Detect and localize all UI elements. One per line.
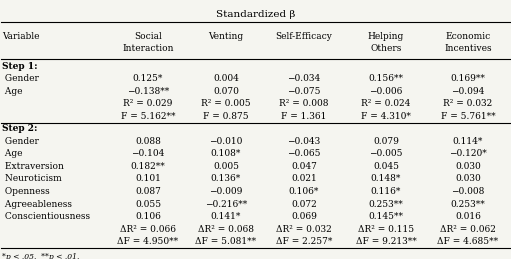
Text: Agreeableness: Agreeableness xyxy=(3,200,73,208)
Text: F = 4.310*: F = 4.310* xyxy=(361,112,411,121)
Text: 0.047: 0.047 xyxy=(291,162,317,171)
Text: 0.145**: 0.145** xyxy=(368,212,403,221)
Text: 0.087: 0.087 xyxy=(135,187,161,196)
Text: ΔF = 9.213**: ΔF = 9.213** xyxy=(356,237,416,246)
Text: 0.106: 0.106 xyxy=(135,212,161,221)
Text: F = 0.875: F = 0.875 xyxy=(203,112,249,121)
Text: −0.010: −0.010 xyxy=(209,137,243,146)
Text: 0.070: 0.070 xyxy=(213,87,239,96)
Text: −0.094: −0.094 xyxy=(451,87,484,96)
Text: R² = 0.032: R² = 0.032 xyxy=(444,99,493,108)
Text: Gender: Gender xyxy=(3,74,39,83)
Text: −0.216**: −0.216** xyxy=(205,200,247,208)
Text: Incentives: Incentives xyxy=(444,45,492,53)
Text: 0.072: 0.072 xyxy=(291,200,317,208)
Text: 0.004: 0.004 xyxy=(213,74,239,83)
Text: 0.148*: 0.148* xyxy=(370,175,401,183)
Text: Helping: Helping xyxy=(368,32,404,40)
Text: R² = 0.024: R² = 0.024 xyxy=(361,99,411,108)
Text: 0.182**: 0.182** xyxy=(131,162,166,171)
Text: −0.075: −0.075 xyxy=(287,87,320,96)
Text: −0.009: −0.009 xyxy=(209,187,243,196)
Text: ΔR² = 0.032: ΔR² = 0.032 xyxy=(276,225,332,234)
Text: −0.034: −0.034 xyxy=(287,74,320,83)
Text: 0.156**: 0.156** xyxy=(368,74,403,83)
Text: 0.069: 0.069 xyxy=(291,212,317,221)
Text: −0.120*: −0.120* xyxy=(449,149,487,159)
Text: 0.114*: 0.114* xyxy=(453,137,483,146)
Text: Others: Others xyxy=(370,45,402,53)
Text: R² = 0.005: R² = 0.005 xyxy=(201,99,251,108)
Text: ΔF = 2.257*: ΔF = 2.257* xyxy=(276,237,332,246)
Text: 0.030: 0.030 xyxy=(455,175,481,183)
Text: Interaction: Interaction xyxy=(122,45,174,53)
Text: Step 1:: Step 1: xyxy=(3,62,38,70)
Text: 0.021: 0.021 xyxy=(291,175,317,183)
Text: ΔF = 4.685**: ΔF = 4.685** xyxy=(437,237,499,246)
Text: Economic: Economic xyxy=(445,32,491,40)
Text: 0.030: 0.030 xyxy=(455,162,481,171)
Text: 0.141*: 0.141* xyxy=(211,212,241,221)
Text: −0.005: −0.005 xyxy=(369,149,403,159)
Text: Social: Social xyxy=(134,32,162,40)
Text: −0.104: −0.104 xyxy=(131,149,165,159)
Text: ΔR² = 0.068: ΔR² = 0.068 xyxy=(198,225,254,234)
Text: R² = 0.008: R² = 0.008 xyxy=(279,99,329,108)
Text: 0.055: 0.055 xyxy=(135,200,161,208)
Text: R² = 0.029: R² = 0.029 xyxy=(123,99,173,108)
Text: ΔR² = 0.066: ΔR² = 0.066 xyxy=(120,225,176,234)
Text: 0.169**: 0.169** xyxy=(451,74,485,83)
Text: Age: Age xyxy=(3,87,23,96)
Text: −0.065: −0.065 xyxy=(287,149,320,159)
Text: 0.253**: 0.253** xyxy=(368,200,403,208)
Text: Neuroticism: Neuroticism xyxy=(3,175,62,183)
Text: F = 5.761**: F = 5.761** xyxy=(440,112,495,121)
Text: Venting: Venting xyxy=(208,32,243,40)
Text: 0.005: 0.005 xyxy=(213,162,239,171)
Text: 0.016: 0.016 xyxy=(455,212,481,221)
Text: −0.138**: −0.138** xyxy=(127,87,169,96)
Text: 0.125*: 0.125* xyxy=(133,74,163,83)
Text: ΔR² = 0.062: ΔR² = 0.062 xyxy=(440,225,496,234)
Text: Variable: Variable xyxy=(3,32,40,40)
Text: 0.136*: 0.136* xyxy=(211,175,241,183)
Text: F = 5.162**: F = 5.162** xyxy=(121,112,175,121)
Text: Openness: Openness xyxy=(3,187,50,196)
Text: 0.106*: 0.106* xyxy=(289,187,319,196)
Text: Extraversion: Extraversion xyxy=(3,162,64,171)
Text: 0.116*: 0.116* xyxy=(370,187,401,196)
Text: −0.043: −0.043 xyxy=(287,137,320,146)
Text: Self-Efficacy: Self-Efficacy xyxy=(275,32,332,40)
Text: Gender: Gender xyxy=(3,137,39,146)
Text: Step 2:: Step 2: xyxy=(3,124,38,133)
Text: −0.008: −0.008 xyxy=(451,187,484,196)
Text: Standardized β: Standardized β xyxy=(216,10,295,19)
Text: Age: Age xyxy=(3,149,23,159)
Text: ΔF = 5.081**: ΔF = 5.081** xyxy=(195,237,257,246)
Text: ΔR² = 0.115: ΔR² = 0.115 xyxy=(358,225,414,234)
Text: Conscientiousness: Conscientiousness xyxy=(3,212,90,221)
Text: ΔF = 4.950**: ΔF = 4.950** xyxy=(118,237,178,246)
Text: 0.253**: 0.253** xyxy=(451,200,485,208)
Text: 0.045: 0.045 xyxy=(373,162,399,171)
Text: 0.088: 0.088 xyxy=(135,137,161,146)
Text: 0.101: 0.101 xyxy=(135,175,161,183)
Text: *p < .05.  **p < .01.: *p < .05. **p < .01. xyxy=(3,253,80,259)
Text: 0.079: 0.079 xyxy=(373,137,399,146)
Text: 0.108*: 0.108* xyxy=(211,149,241,159)
Text: F = 1.361: F = 1.361 xyxy=(281,112,327,121)
Text: −0.006: −0.006 xyxy=(369,87,403,96)
